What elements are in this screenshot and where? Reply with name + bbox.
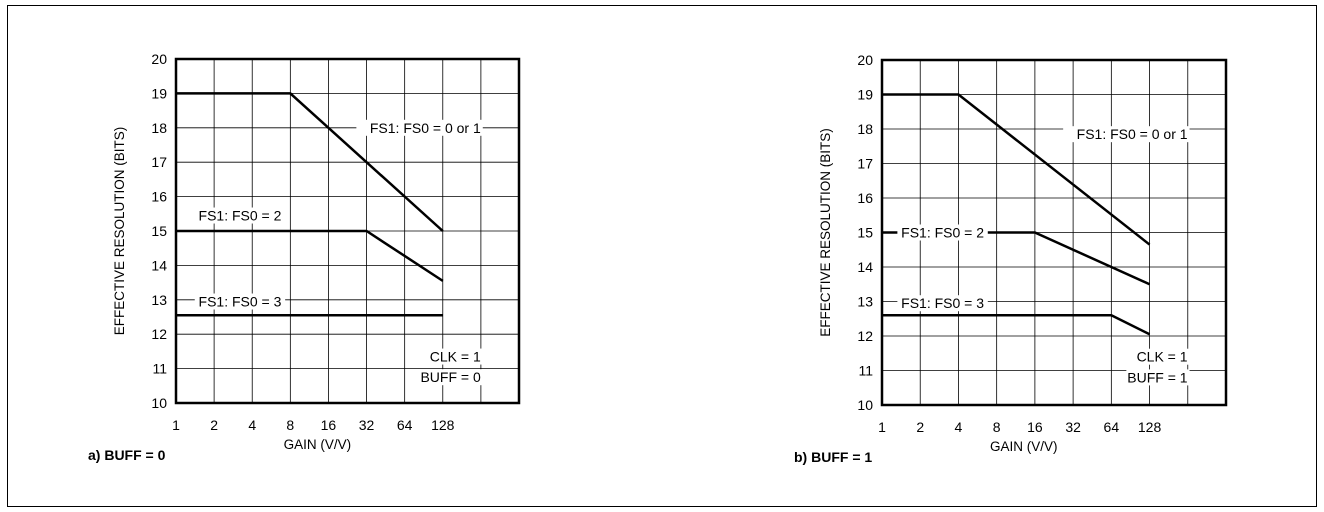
- y-tick-label: 17: [857, 156, 873, 172]
- x-tick-label: 4: [955, 419, 963, 435]
- series-label-backing: [897, 224, 988, 241]
- y-tick-label: 16: [151, 189, 167, 205]
- annotation-label: BUFF = 0: [420, 369, 481, 385]
- y-tick-label: 14: [857, 259, 873, 275]
- series-label-backing: [1063, 126, 1190, 143]
- y-tick-label: 15: [151, 223, 167, 239]
- y-tick-label: 19: [857, 87, 873, 103]
- y-axis-label: EFFECTIVE RESOLUTION (BITS): [112, 127, 127, 336]
- series-label: FS1: FS0 = 2: [199, 208, 282, 224]
- y-axis-label: EFFECTIVE RESOLUTION (BITS): [818, 128, 833, 337]
- annotation-label: CLK = 1: [430, 349, 481, 365]
- annotation-backing: [419, 369, 483, 386]
- series-label-backing: [194, 207, 286, 224]
- series-line-2: [176, 229, 444, 282]
- y-tick-label: 12: [857, 328, 873, 344]
- y-tick-label: 19: [151, 85, 167, 101]
- series-line-1: [882, 93, 1151, 246]
- y-tick-label: 15: [857, 225, 873, 241]
- x-tick-label: 128: [431, 417, 455, 433]
- y-tick-label: 11: [858, 363, 873, 379]
- x-tick-label: 2: [916, 419, 924, 435]
- y-tick-label: 16: [857, 190, 873, 206]
- x-tick-label: 16: [1027, 419, 1043, 435]
- x-axis-label: GAIN (V/V): [284, 437, 352, 452]
- y-tick-label: 17: [151, 154, 167, 170]
- y-tick-label: 11: [152, 361, 167, 377]
- y-tick-label: 20: [857, 52, 873, 68]
- x-axis-label: GAIN (V/V): [990, 439, 1058, 454]
- x-tick-label: 1: [878, 419, 886, 435]
- y-tick-label: 10: [857, 397, 873, 413]
- figure-frame: [7, 5, 1317, 507]
- series-label-backing: [897, 295, 988, 312]
- y-tick-label: 18: [857, 121, 873, 137]
- y-tick-label: 20: [151, 51, 167, 67]
- y-tick-label: 12: [151, 326, 167, 342]
- series-label: FS1: FS0 = 2: [901, 225, 984, 241]
- chart-caption: b) BUFF = 1: [794, 449, 872, 465]
- annotation-label: CLK = 1: [1137, 349, 1188, 365]
- x-tick-label: 4: [248, 417, 256, 433]
- series-label-backing: [356, 119, 483, 136]
- y-tick-label: 18: [151, 120, 167, 136]
- y-tick-label: 14: [151, 257, 167, 273]
- x-tick-label: 32: [1065, 419, 1081, 435]
- annotation-backing: [1133, 348, 1190, 365]
- series-line-1: [176, 92, 444, 232]
- y-tick-label: 13: [857, 294, 873, 310]
- x-tick-label: 1: [172, 417, 180, 433]
- series-label: FS1: FS0 = 0 or 1: [370, 120, 481, 136]
- series-label-backing: [194, 293, 286, 310]
- annotation-backing: [1126, 369, 1190, 386]
- x-tick-label: 128: [1138, 419, 1162, 435]
- x-tick-label: 8: [993, 419, 1001, 435]
- y-tick-label: 13: [151, 292, 167, 308]
- chart-caption: a) BUFF = 0: [88, 447, 166, 463]
- x-tick-label: 8: [286, 417, 294, 433]
- annotation-label: BUFF = 1: [1127, 369, 1188, 385]
- x-tick-label: 64: [1104, 419, 1120, 435]
- x-tick-label: 32: [359, 417, 375, 433]
- x-tick-label: 16: [321, 417, 337, 433]
- series-label: FS1: FS0 = 3: [199, 294, 282, 310]
- x-tick-label: 64: [397, 417, 413, 433]
- series-label: FS1: FS0 = 0 or 1: [1077, 126, 1188, 142]
- x-tick-label: 2: [210, 417, 218, 433]
- series-label: FS1: FS0 = 3: [901, 295, 984, 311]
- y-tick-label: 10: [151, 395, 167, 411]
- annotation-backing: [426, 348, 483, 365]
- series-line-3: [882, 314, 1151, 336]
